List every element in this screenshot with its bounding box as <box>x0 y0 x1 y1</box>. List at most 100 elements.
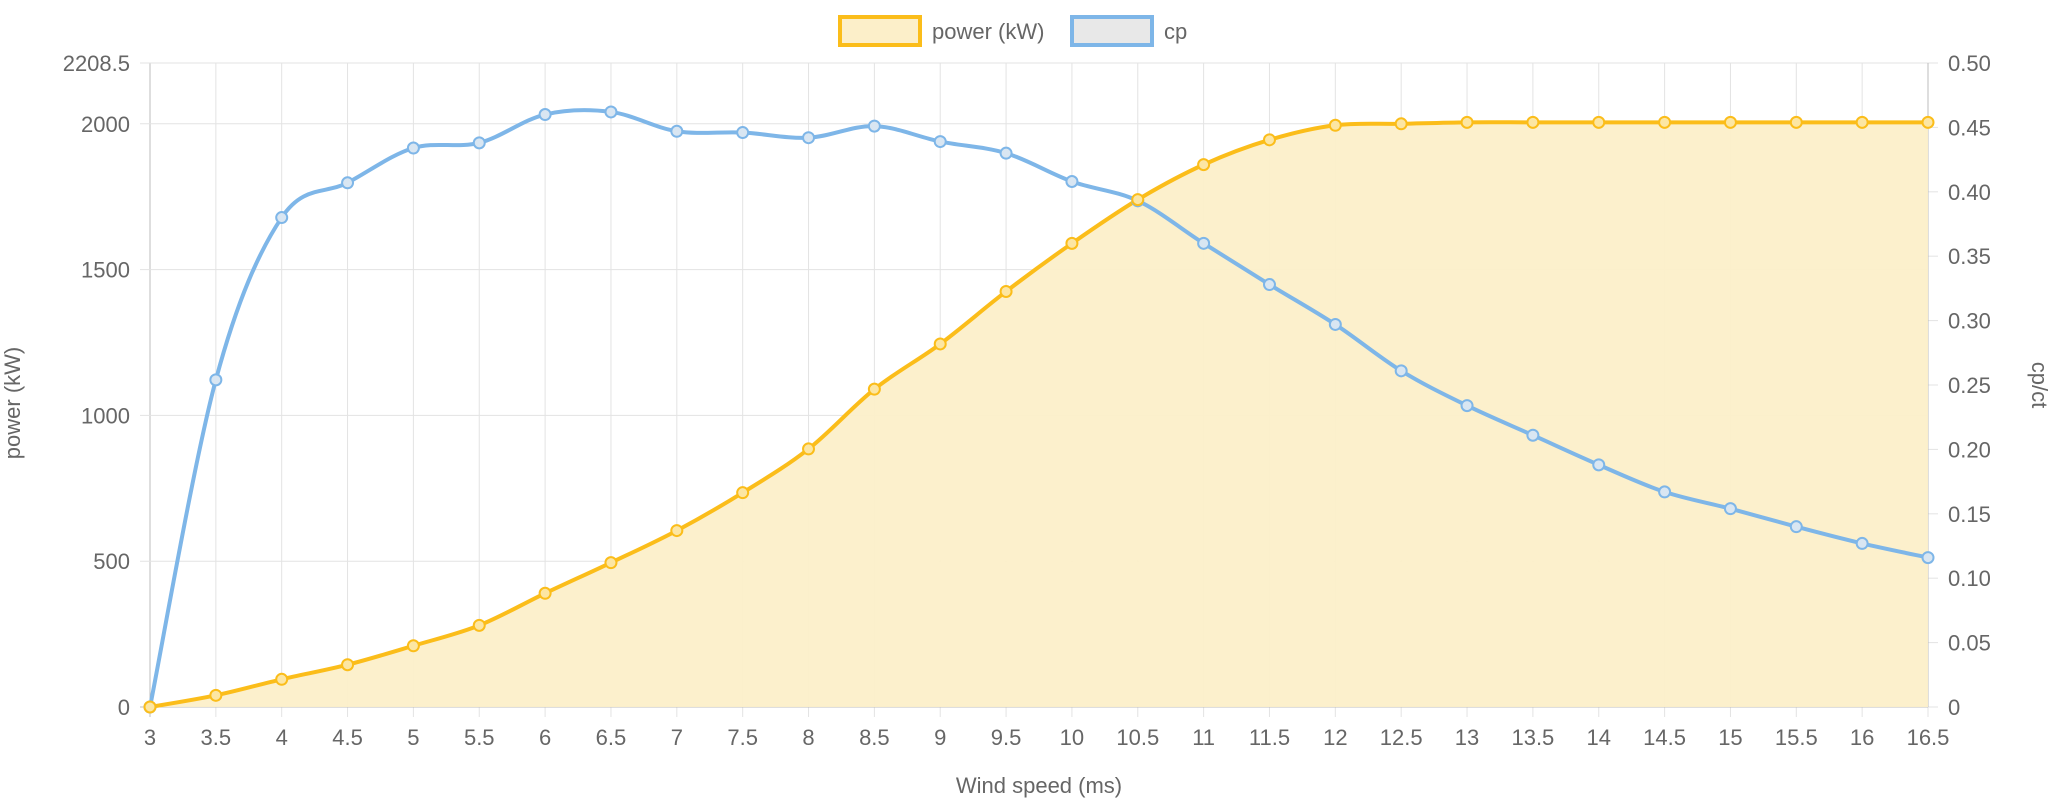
data-point-0 <box>1921 115 1935 129</box>
data-point-1 <box>1394 364 1408 378</box>
data-point-0 <box>867 382 881 396</box>
data-point-1 <box>604 105 618 119</box>
x-tick-label: 14.5 <box>1643 725 1686 750</box>
data-point-0 <box>933 337 947 351</box>
data-point-0 <box>341 658 355 672</box>
left-y-tick-label: 1500 <box>81 258 130 283</box>
legend-label-0: power (kW) <box>932 19 1044 44</box>
x-tick-label: 9 <box>934 725 946 750</box>
legend-label-1: cp <box>1164 19 1187 44</box>
data-point-0 <box>275 672 289 686</box>
right-y-axis-ticks: 0 0.05 0.10 0.15 0.20 0.25 0.30 0.35 0.40 0.45 0.5… <box>1948 51 1991 720</box>
left-y-axis-title: power (kW) <box>0 347 25 459</box>
data-point-0 <box>1723 115 1737 129</box>
x-tick-label: 10.5 <box>1116 725 1159 750</box>
x-tick-label: 12.5 <box>1380 725 1423 750</box>
data-point-1 <box>1328 317 1342 331</box>
legend: power (kW) cp <box>838 15 1187 47</box>
data-point-0 <box>1592 115 1606 129</box>
x-tick-label: 7.5 <box>727 725 758 750</box>
x-tick-label: 9.5 <box>991 725 1022 750</box>
series-lines <box>148 108 1929 709</box>
data-point-0 <box>406 639 420 653</box>
x-tick-label: 16 <box>1850 725 1874 750</box>
data-point-1 <box>802 131 816 145</box>
data-point-0 <box>472 618 486 632</box>
right-y-tick-label: 0.50 <box>1948 51 1991 76</box>
data-point-0 <box>209 688 223 702</box>
series-area-0 <box>150 122 1928 707</box>
left-y-tick-label: 2208.5 <box>63 51 130 76</box>
x-tick-label: 13 <box>1455 725 1479 750</box>
data-point-1 <box>538 108 552 122</box>
right-y-tick-label: 0.20 <box>1948 437 1991 462</box>
x-tick-label: 3.5 <box>201 725 232 750</box>
x-tick-label: 10 <box>1060 725 1084 750</box>
right-y-tick-label: 0.25 <box>1948 373 1991 398</box>
data-point-1 <box>1262 278 1276 292</box>
data-point-1 <box>1789 520 1803 534</box>
x-tick-label: 11 <box>1192 725 1215 750</box>
x-axis-ticks: 3 3.5 4 4.5 5 5.5 6 6.5 7 7.5 8 8.5 9 9.5 10 10.5 11 11.5… <box>144 725 1950 750</box>
right-y-tick-label: 0.15 <box>1948 502 1991 527</box>
data-point-1 <box>867 119 881 133</box>
data-point-1 <box>1065 174 1079 188</box>
right-y-tick-label: 0.45 <box>1948 115 1991 140</box>
data-point-0 <box>1262 133 1276 147</box>
data-point-1 <box>999 146 1013 160</box>
data-point-1 <box>406 141 420 155</box>
x-tick-label: 8 <box>802 725 814 750</box>
data-point-0 <box>1855 115 1869 129</box>
x-tick-label: 5.5 <box>464 725 495 750</box>
x-tick-label: 15 <box>1718 725 1742 750</box>
data-point-0 <box>1789 115 1803 129</box>
data-point-0 <box>736 486 750 500</box>
legend-swatch-0 <box>838 15 922 47</box>
x-tick-label: 16.5 <box>1907 725 1950 750</box>
left-y-axis-ticks: 0 500 1000 1500 2000 2208.5 <box>63 51 130 720</box>
data-point-1 <box>472 136 486 150</box>
data-point-1 <box>209 373 223 387</box>
data-point-1 <box>1921 551 1935 565</box>
series-points <box>143 105 1935 714</box>
data-point-1 <box>933 135 947 149</box>
data-point-1 <box>670 124 684 138</box>
data-point-1 <box>1197 236 1211 250</box>
data-point-1 <box>1526 428 1540 442</box>
left-y-tick-label: 0 <box>118 695 130 720</box>
data-point-1 <box>1592 458 1606 472</box>
data-point-0 <box>670 524 684 538</box>
x-tick-label: 13.5 <box>1511 725 1554 750</box>
data-point-0 <box>143 700 157 714</box>
data-point-0 <box>999 284 1013 298</box>
data-point-0 <box>1131 193 1145 207</box>
x-tick-label: 8.5 <box>859 725 890 750</box>
right-y-tick-label: 0.35 <box>1948 244 1991 269</box>
area-fill-layer <box>150 122 1928 707</box>
data-point-0 <box>1460 115 1474 129</box>
x-tick-label: 14 <box>1586 725 1610 750</box>
x-tick-label: 4 <box>276 725 288 750</box>
data-point-1 <box>736 126 750 140</box>
left-y-tick-label: 500 <box>93 549 130 574</box>
data-point-0 <box>1526 115 1540 129</box>
data-point-1 <box>1855 536 1869 550</box>
right-y-axis-title: cp/ct <box>2027 362 2052 408</box>
x-axis-title: Wind speed (ms) <box>956 773 1122 798</box>
right-y-tick-label: 0.30 <box>1948 309 1991 334</box>
data-point-1 <box>1460 399 1474 413</box>
data-point-0 <box>604 556 618 570</box>
x-tick-label: 11.5 <box>1249 725 1290 750</box>
right-y-tick-label: 0.10 <box>1948 566 1991 591</box>
x-tick-label: 12 <box>1323 725 1347 750</box>
right-y-tick-label: 0 <box>1948 695 1960 720</box>
data-point-0 <box>1197 158 1211 172</box>
data-point-0 <box>1658 115 1672 129</box>
x-tick-label: 5 <box>407 725 419 750</box>
right-y-tick-label: 0.40 <box>1948 180 1991 205</box>
data-point-0 <box>1394 117 1408 131</box>
left-y-tick-label: 1000 <box>81 403 130 428</box>
x-tick-label: 6.5 <box>596 725 627 750</box>
